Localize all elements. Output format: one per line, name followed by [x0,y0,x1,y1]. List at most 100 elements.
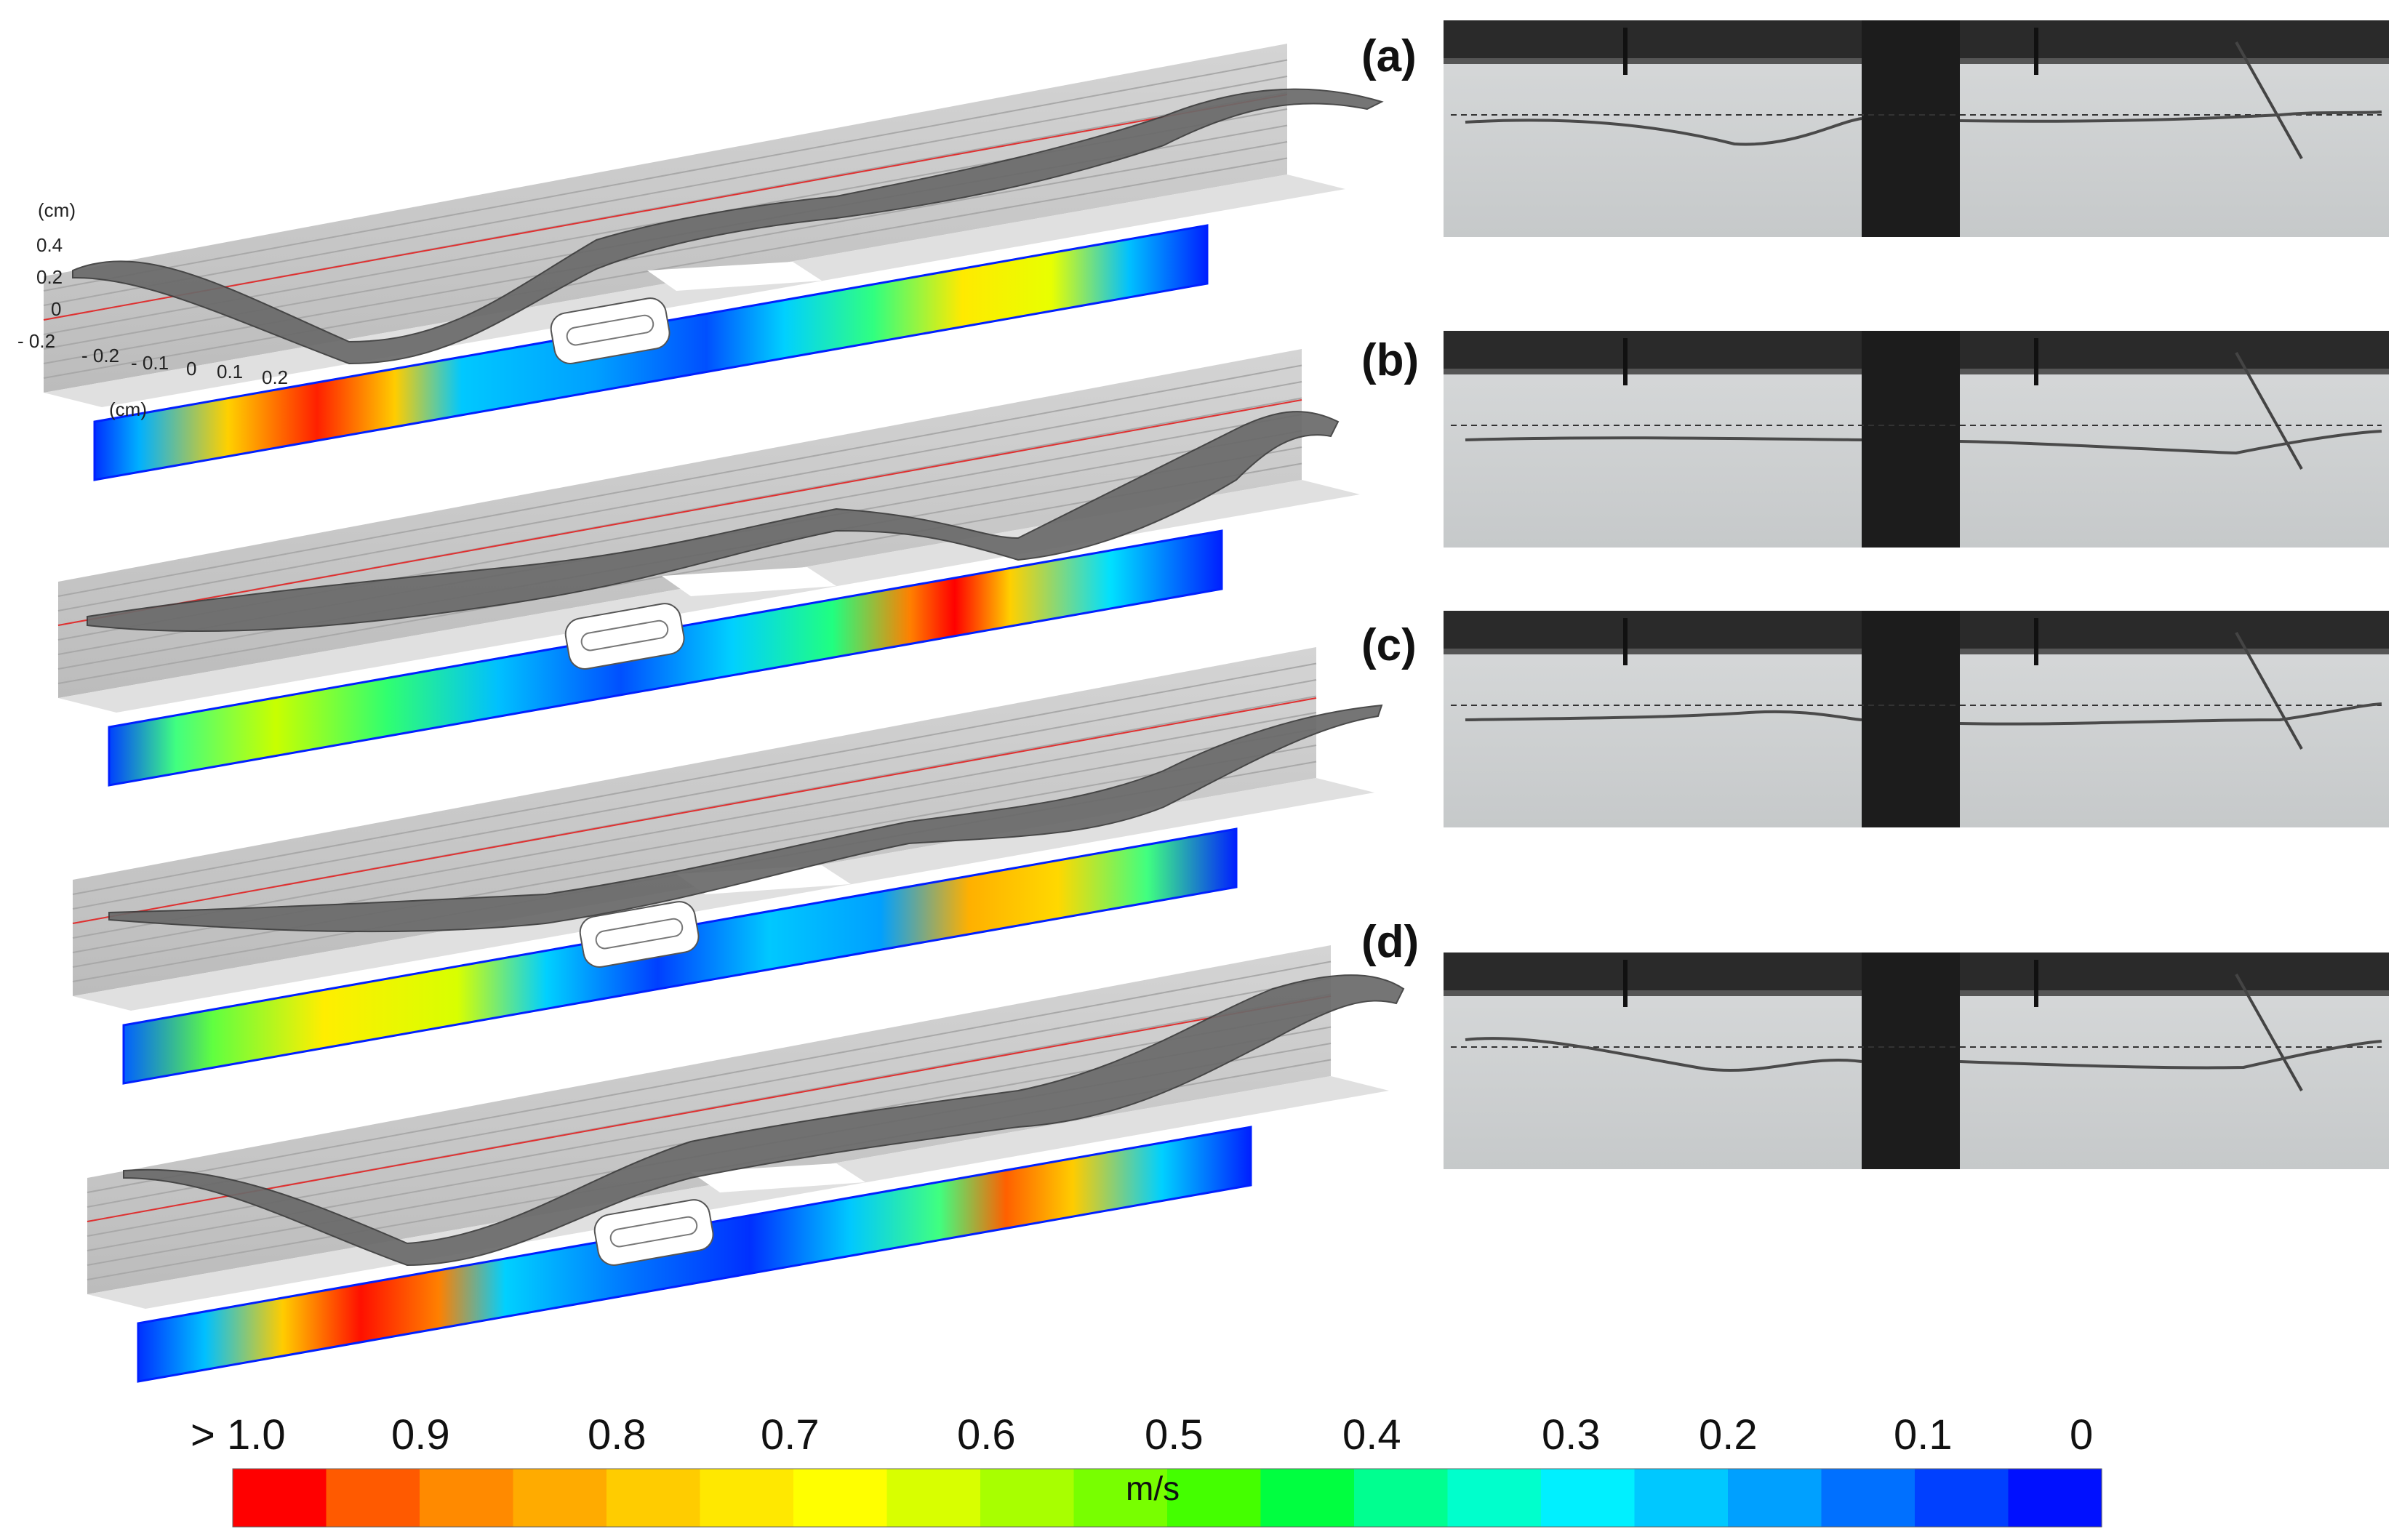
y-tick-3: 0.1 [217,361,244,382]
colorbar-swatch [1915,1469,2009,1527]
colorbar-tick-7: 0.3 [1542,1411,1601,1459]
colorbar-swatch [606,1469,701,1527]
colorbar-tick-1: 0.9 [391,1411,450,1459]
wave-surface [108,704,1383,933]
wave-gauge-wire [2235,41,2303,159]
wall-gridline [43,157,1288,379]
velocity-band [122,827,1238,1085]
panel-label-a: (a) [1361,31,1417,81]
colorbar-swatch [1260,1469,1355,1527]
still-water-line [43,94,1288,321]
experiment-photo-c [1444,611,2389,827]
colorbar-swatch [513,1469,607,1527]
colorbar-swatch [700,1469,794,1527]
colorbar-swatch [420,1469,514,1527]
center-pier [564,603,685,670]
wall-gridline [43,76,1288,306]
colorbar-swatch [1634,1469,1729,1527]
floor-opening [691,1163,865,1192]
center-column [1862,611,1960,827]
y-tick-1: - 0.1 [131,352,169,374]
tank-floor [73,778,1374,1011]
colorbar-swatch [1728,1469,1822,1527]
experiment-photo-b [1444,331,2389,548]
center-pier-slot [580,619,669,651]
colorbar-swatch [980,1469,1075,1527]
still-water-line [87,995,1332,1222]
z-tick-2: 0 [51,298,62,320]
wave-gauge-wire [2235,632,2303,750]
z-tick-3: - 0.2 [17,330,56,352]
simulation-panels [43,44,1405,1383]
colorbar-swatch [233,1469,327,1527]
center-pier-slot [566,314,654,346]
still-water-line [57,399,1302,626]
water-surface-line [1465,1037,2382,1072]
z-axis-unit: (cm) [38,199,76,221]
colorbar-tick-9: 0.1 [1894,1411,1953,1459]
colorbar-swatch [793,1469,888,1527]
colorbar-swatch [1167,1469,1262,1527]
wave-gauge-wire [2235,974,2303,1091]
center-pier-slot [609,1216,698,1248]
sim-panel-a [43,44,1384,481]
water-surface-line [1465,430,2382,455]
colorbar-frame [232,1468,2102,1528]
sim-panel-d [87,945,1405,1383]
center-pier-slot [595,918,684,950]
colorbar-tick-5: 0.5 [1145,1411,1204,1459]
sim-panel-c [72,647,1383,1085]
wall-gridline [87,977,1332,1208]
wall-gridline [57,364,1302,597]
colorbar-tick-2: 0.8 [588,1411,646,1459]
colorbar-swatch [1354,1469,1449,1527]
wall-gridline [87,961,1332,1193]
center-column [1862,953,1960,1169]
floor-opening [647,262,822,291]
panel-label-c: (c) [1361,620,1417,670]
colorbar-swatch [2008,1469,2102,1527]
wall-gridline [43,141,1288,364]
colorbar-tick-10: 0 [2070,1411,2094,1459]
colorbar-swatch [1447,1469,1542,1527]
back-wall [87,945,1331,1294]
velocity-band [108,529,1223,787]
wave-surface [87,411,1340,633]
water-surface-line [1465,702,2382,726]
wall-gridline [72,712,1317,939]
colorbar-tick-4: 0.6 [957,1411,1016,1459]
wave-surface [123,974,1405,1267]
sim-panel-b [57,349,1360,787]
colorbar-swatch [326,1469,420,1527]
water-surface-line [1465,111,2382,146]
y-tick-0: - 0.2 [81,345,120,366]
velocity-band [137,1126,1252,1383]
center-column [1862,331,1960,548]
colorbar-tick-6: 0.4 [1342,1411,1401,1459]
colorbar-swatch [1541,1469,1636,1527]
wall-gridline [43,59,1288,292]
colorbar-tick-0: > 1.0 [191,1411,286,1459]
colorbar [232,1468,2102,1528]
velocity-band [93,224,1209,481]
panel-label-b: (b) [1361,335,1420,385]
center-column [1862,20,1960,237]
colorbar-tick-8: 0.2 [1699,1411,1758,1459]
center-pier [550,297,670,364]
colorbar-unit-label: m/s [1126,1469,1180,1507]
y-tick-4: 0.2 [262,366,289,388]
floor-opening [662,567,836,596]
experiment-photos [1444,20,2389,1169]
back-wall [44,44,1287,393]
colorbar-tick-3: 0.7 [761,1411,820,1459]
center-pier [593,1199,714,1266]
still-water-line [72,697,1317,924]
wave-gauge-wire [2235,352,2303,470]
colorbar-swatch [886,1469,981,1527]
wall-gridline [72,662,1317,895]
wall-gridline [57,381,1302,611]
colorbar-swatch [1073,1469,1168,1527]
y-tick-2: 0 [186,358,197,380]
experiment-photo-d [1444,953,2389,1169]
